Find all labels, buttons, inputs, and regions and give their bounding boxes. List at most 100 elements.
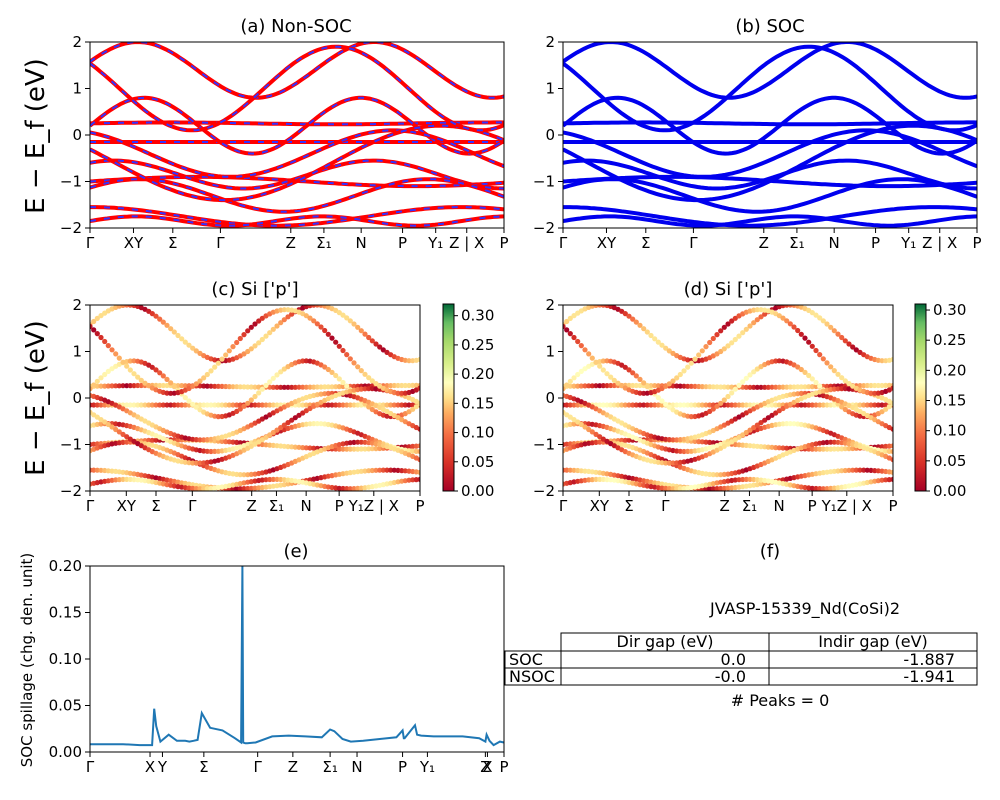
projected-point — [340, 383, 346, 390]
projected-point — [281, 307, 287, 313]
projected-point — [314, 384, 320, 390]
projected-point — [670, 437, 676, 443]
projected-point — [336, 376, 342, 382]
projected-point — [351, 321, 357, 327]
panel-e-ytick-label: 0.10 — [49, 650, 82, 668]
projected-point — [223, 402, 229, 408]
panel-a-xtick-label: P — [398, 234, 407, 252]
projected-point — [589, 477, 595, 483]
projected-point — [578, 421, 584, 428]
projected-point — [417, 385, 420, 391]
projected-point — [248, 397, 254, 403]
projected-point — [784, 421, 790, 427]
projected-point — [692, 356, 698, 362]
projected-point — [314, 421, 320, 427]
projected-point — [593, 439, 599, 445]
projected-point — [245, 328, 251, 334]
projected-point — [124, 439, 130, 445]
projected-point — [259, 386, 265, 392]
projected-point — [355, 364, 361, 370]
projected-point — [153, 382, 159, 388]
projected-point — [127, 476, 133, 482]
projected-point — [226, 348, 232, 354]
projected-point — [630, 382, 636, 389]
projected-point — [798, 384, 804, 390]
panel-a-xtick-label: Y₁ — [427, 234, 443, 252]
projected-point — [274, 323, 280, 329]
projected-point — [813, 312, 819, 318]
projected-point — [699, 384, 705, 390]
projected-point — [563, 386, 566, 392]
projected-point — [157, 370, 163, 376]
projected-point — [578, 343, 584, 349]
projected-point — [637, 402, 643, 408]
projected-point — [626, 382, 632, 388]
projected-point — [219, 438, 225, 444]
projected-point — [281, 317, 287, 323]
projected-point — [743, 384, 749, 390]
projected-point — [736, 434, 742, 440]
panel-a-ytick-label: 0 — [72, 126, 82, 144]
projected-point — [164, 390, 170, 396]
panel-b-xtick-label: Γ — [689, 234, 698, 252]
projected-point — [355, 324, 361, 330]
projected-point — [868, 467, 874, 473]
panel-e-xtick-label: Z — [288, 758, 298, 776]
projected-point — [270, 402, 276, 408]
projected-point — [292, 384, 298, 390]
panel-b-ytick-label: 0 — [545, 126, 555, 144]
projected-point — [182, 339, 188, 345]
projected-point — [369, 338, 375, 344]
projected-point — [751, 384, 757, 390]
panel-e-xtick-label: P — [499, 758, 508, 776]
projected-point — [366, 404, 372, 410]
projected-point — [362, 468, 368, 474]
projected-point — [743, 476, 749, 482]
panel-d-xtick-label: Σ — [624, 497, 633, 515]
projected-point — [604, 477, 610, 483]
projected-point — [835, 446, 841, 452]
projected-point — [721, 485, 727, 491]
projected-point — [886, 404, 892, 410]
colorbar-c-tick-label: 0.15 — [461, 394, 494, 412]
projected-point — [809, 402, 815, 408]
projected-point — [197, 486, 203, 491]
table-header-indir: Indir gap (eV) — [818, 632, 928, 651]
panel-c-xtick-label: P — [415, 497, 424, 515]
projected-point — [204, 448, 210, 454]
panel-c-xtick-label: N — [301, 497, 312, 515]
panel-e-xtick-label: N — [351, 758, 362, 776]
projected-point — [681, 402, 687, 408]
projected-point — [395, 390, 401, 396]
projected-point — [820, 318, 826, 324]
panel-c-ytick-label: 0 — [72, 389, 82, 407]
projected-point — [237, 472, 243, 478]
projected-point — [234, 339, 240, 346]
projected-point — [677, 371, 683, 378]
projected-point — [762, 384, 768, 390]
projected-point — [362, 371, 368, 377]
projected-point — [718, 348, 724, 355]
projected-point — [743, 429, 749, 436]
panel-b-ytick-label: 1 — [545, 80, 555, 98]
projected-point — [91, 327, 97, 333]
projected-point — [340, 312, 346, 318]
projected-point — [699, 348, 705, 354]
panel-a-xtick-label: Z | X — [449, 234, 484, 252]
projected-point — [732, 437, 738, 443]
projected-point — [98, 383, 104, 389]
projected-point — [666, 437, 672, 443]
projected-point — [864, 382, 870, 389]
projected-point — [747, 427, 753, 433]
projected-point — [637, 390, 643, 396]
panel-d-title: (d) Si ['p'] — [684, 279, 773, 300]
projected-point — [685, 383, 691, 389]
projected-point — [204, 437, 210, 443]
projected-point — [131, 383, 137, 389]
projected-point — [248, 384, 254, 390]
projected-point — [619, 402, 625, 408]
projected-point — [259, 336, 265, 343]
projected-point — [94, 414, 100, 420]
projected-point — [890, 356, 893, 363]
projected-point — [567, 331, 573, 337]
